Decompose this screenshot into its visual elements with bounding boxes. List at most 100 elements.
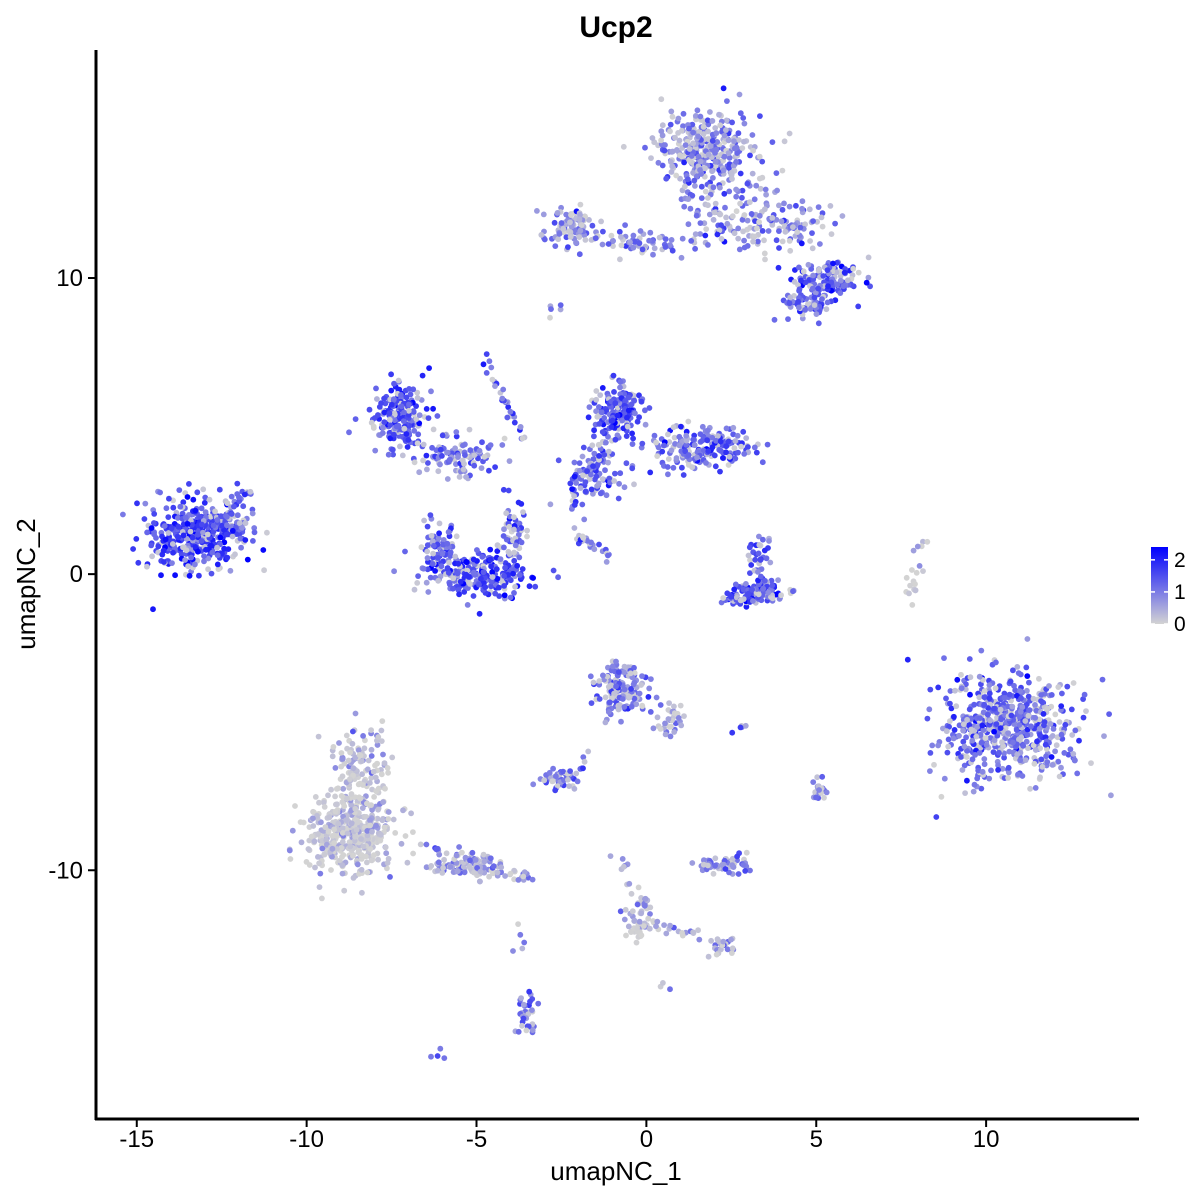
cell-point — [599, 241, 606, 248]
cell-point — [610, 243, 616, 250]
cell-point — [480, 361, 487, 368]
cell-point — [221, 545, 228, 552]
cell-point — [597, 490, 604, 497]
cell-point — [201, 558, 207, 565]
cell-point — [728, 169, 735, 176]
cell-point — [480, 458, 486, 465]
cell-point — [404, 444, 411, 450]
cell-point — [425, 589, 432, 595]
cell-point — [398, 403, 405, 410]
cell-point — [612, 470, 618, 477]
cell-point — [1047, 721, 1054, 727]
cell-point — [1080, 696, 1086, 702]
cell-point — [647, 469, 654, 476]
cell-point — [655, 159, 662, 166]
cell-point — [1017, 688, 1023, 695]
cell-point — [1053, 742, 1060, 749]
cell-point — [1025, 712, 1032, 719]
cell-point — [981, 761, 988, 768]
cell-point — [1088, 760, 1094, 766]
cell-point — [682, 142, 689, 149]
cell-point — [757, 557, 764, 563]
cell-point — [332, 793, 338, 800]
cell-point — [231, 503, 237, 510]
cell-point — [596, 453, 602, 459]
cell-point — [720, 167, 727, 174]
cell-point — [1032, 714, 1039, 721]
cell-point — [551, 219, 558, 226]
cell-point — [966, 706, 973, 713]
cell-point — [455, 454, 461, 460]
cell-point — [824, 267, 831, 273]
cell-point — [452, 553, 459, 560]
cell-point — [982, 735, 989, 741]
cell-point — [424, 555, 431, 561]
cell-point — [723, 117, 730, 124]
cell-point — [673, 172, 680, 179]
cell-point — [756, 533, 762, 540]
cell-point — [685, 452, 692, 458]
cell-point — [603, 439, 609, 446]
cell-point — [737, 200, 743, 207]
cell-point — [712, 158, 719, 165]
cell-point — [603, 559, 610, 565]
cell-point — [724, 220, 731, 227]
cell-point — [249, 510, 256, 517]
cell-point — [474, 547, 480, 553]
cell-point — [682, 448, 689, 455]
cell-point — [201, 553, 207, 559]
cell-point — [358, 836, 364, 842]
cell-point — [657, 726, 664, 732]
cell-point — [397, 443, 403, 450]
cell-point — [571, 525, 578, 531]
cell-point — [954, 676, 961, 683]
cell-point — [565, 244, 571, 251]
cell-point — [618, 242, 625, 249]
cell-point — [631, 481, 637, 488]
cell-point — [798, 277, 804, 284]
cell-point — [773, 170, 780, 177]
cell-point — [387, 422, 394, 428]
cell-point — [1001, 754, 1007, 761]
cell-point — [691, 177, 698, 184]
cell-point — [920, 538, 926, 545]
cell-point — [190, 496, 197, 503]
cell-point — [620, 143, 627, 150]
cell-point — [719, 862, 725, 868]
cell-point — [907, 582, 913, 589]
cell-point — [1022, 757, 1029, 763]
cell-point — [697, 431, 704, 437]
cell-point — [358, 866, 365, 873]
cell-point — [201, 499, 208, 506]
cell-point — [976, 673, 983, 680]
cell-point — [480, 851, 487, 858]
cell-point — [761, 577, 768, 584]
cell-point — [585, 748, 592, 755]
cell-point — [380, 751, 386, 758]
cell-point — [506, 523, 513, 530]
cell-point — [364, 800, 370, 807]
cell-point — [1038, 756, 1045, 763]
cell-point — [1015, 771, 1021, 778]
cell-point — [240, 503, 247, 510]
cell-point — [189, 534, 196, 541]
cell-point — [904, 656, 911, 663]
cell-point — [339, 839, 346, 845]
cell-point — [352, 805, 359, 812]
cell-point — [578, 222, 585, 229]
cell-point — [417, 841, 424, 848]
cell-point — [819, 223, 826, 230]
cell-point — [655, 444, 662, 451]
cell-point — [470, 556, 477, 563]
cell-point — [725, 438, 732, 445]
cell-point — [428, 863, 435, 869]
cell-point — [568, 212, 574, 219]
cell-point — [707, 109, 713, 115]
cell-point — [556, 231, 563, 237]
cell-point — [511, 419, 518, 426]
cell-point — [315, 854, 321, 860]
cell-point — [717, 468, 723, 475]
cell-point — [605, 448, 612, 455]
cell-point — [197, 514, 203, 520]
cell-point — [315, 831, 321, 837]
